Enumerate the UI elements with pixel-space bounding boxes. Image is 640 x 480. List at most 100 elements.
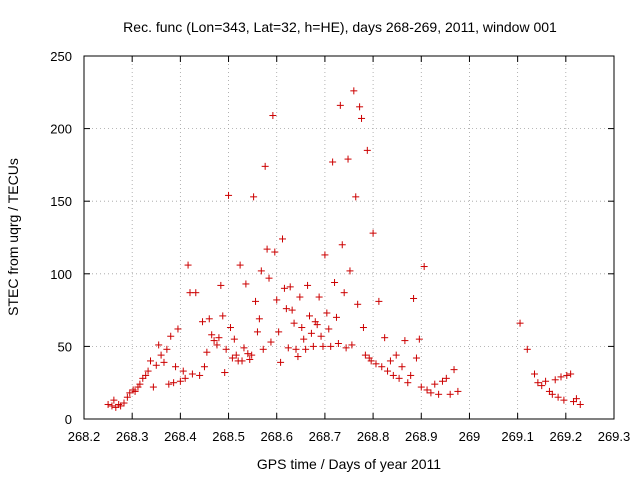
data-point: [309, 342, 317, 350]
data-point: [208, 331, 216, 339]
data-point: [257, 267, 265, 275]
data-point: [372, 360, 380, 368]
data-point: [219, 312, 227, 320]
data-point: [435, 390, 443, 398]
data-point: [332, 313, 340, 321]
data-point: [359, 324, 367, 332]
data-point: [352, 193, 360, 201]
data-point: [213, 341, 221, 349]
data-point: [149, 383, 157, 391]
data-point: [179, 367, 187, 375]
data-point: [348, 341, 356, 349]
data-point: [286, 283, 294, 291]
data-points: [104, 87, 584, 411]
data-point: [142, 371, 150, 379]
data-point: [572, 395, 580, 403]
data-point: [152, 361, 160, 369]
data-point: [284, 344, 292, 352]
data-point: [336, 101, 344, 109]
data-point: [228, 354, 236, 362]
data-point: [292, 345, 300, 353]
data-point: [386, 357, 394, 365]
data-point: [367, 357, 375, 365]
data-point: [363, 146, 371, 154]
data-point: [567, 370, 575, 378]
data-point: [410, 294, 418, 302]
y-tick-label: 50: [58, 339, 72, 354]
data-point: [338, 241, 346, 249]
data-point: [534, 379, 542, 387]
data-point: [163, 345, 171, 353]
x-tick-label: 268.2: [68, 429, 101, 444]
data-point: [344, 155, 352, 163]
data-point: [200, 363, 208, 371]
data-point: [420, 263, 428, 271]
data-point: [321, 251, 329, 259]
data-point: [317, 332, 325, 340]
data-point: [205, 315, 213, 323]
data-point: [165, 380, 173, 388]
data-point: [304, 281, 312, 289]
data-point: [248, 351, 256, 359]
data-point: [290, 319, 298, 327]
data-point: [389, 371, 397, 379]
data-point: [232, 351, 240, 359]
x-tick-label: 268.7: [309, 429, 342, 444]
data-point: [288, 306, 296, 314]
data-point: [280, 284, 288, 292]
y-tick-label: 0: [65, 412, 72, 427]
data-point: [131, 387, 139, 395]
y-axis-label: STEC from uqrg / TECUs: [5, 158, 21, 316]
grid-lines: [84, 56, 614, 419]
data-point: [356, 103, 364, 111]
data-point: [438, 377, 446, 385]
y-tick-label: 150: [50, 194, 72, 209]
data-point: [417, 383, 425, 391]
data-point: [253, 328, 261, 336]
data-point: [334, 339, 342, 347]
data-point: [398, 363, 406, 371]
y-tick-label: 100: [50, 267, 72, 282]
data-point: [378, 363, 386, 371]
x-tick-label: 268.3: [116, 429, 149, 444]
data-point: [273, 296, 281, 304]
data-point: [265, 274, 273, 282]
data-point: [300, 335, 308, 343]
y-tick-label: 200: [50, 122, 72, 137]
data-point: [238, 357, 246, 365]
data-point: [307, 329, 315, 337]
data-point: [157, 351, 165, 359]
chart-title: Rec. func (Lon=343, Lat=32, h=HE), days …: [123, 19, 557, 35]
data-point: [225, 191, 233, 199]
x-tick-label: 269: [459, 429, 481, 444]
data-point: [294, 353, 302, 361]
data-point: [302, 345, 310, 353]
data-point: [236, 261, 244, 269]
data-point: [110, 396, 118, 404]
data-point: [199, 318, 207, 326]
data-point: [112, 403, 120, 411]
data-point: [136, 380, 144, 388]
x-tick-label: 268.5: [212, 429, 245, 444]
data-point: [551, 376, 559, 384]
data-point: [282, 305, 290, 313]
x-tick-label: 268.4: [164, 429, 197, 444]
x-axis-label: GPS time / Days of year 2011: [257, 456, 441, 472]
data-point: [108, 402, 116, 410]
data-point: [329, 158, 337, 166]
data-point: [545, 387, 553, 395]
data-point: [313, 321, 321, 329]
data-point: [523, 345, 531, 353]
data-point: [381, 334, 389, 342]
x-tick-label: 269.1: [501, 429, 534, 444]
data-point: [210, 337, 218, 345]
data-point: [516, 319, 524, 327]
data-point: [146, 357, 154, 365]
data-point: [548, 390, 556, 398]
data-point: [454, 387, 462, 395]
data-point: [250, 193, 258, 201]
data-point: [538, 382, 546, 390]
data-point: [252, 297, 260, 305]
data-point: [188, 370, 196, 378]
data-point: [323, 309, 331, 317]
